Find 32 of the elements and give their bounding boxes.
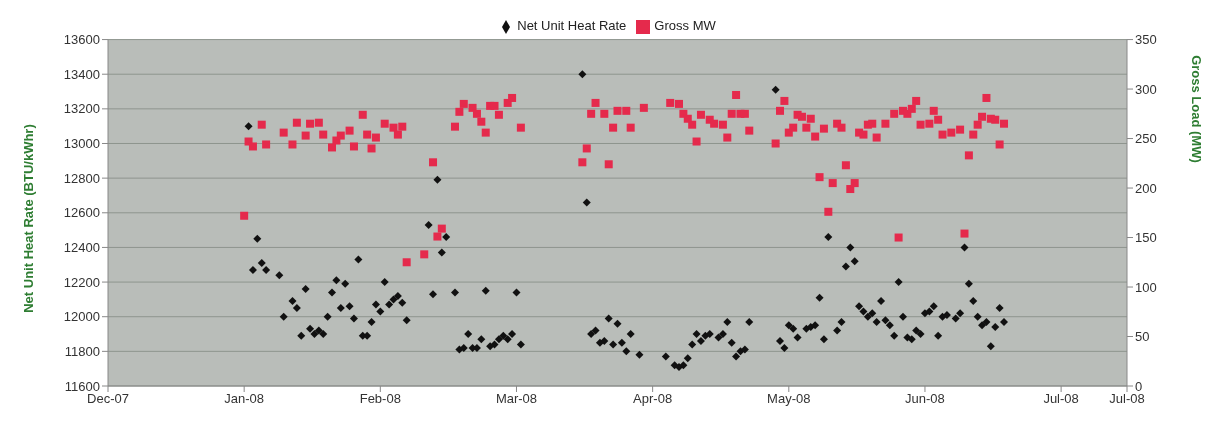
y2-tick-label: 50: [1135, 329, 1150, 345]
y2-axis-title: Gross Load (MW): [1189, 55, 1205, 163]
y-tick-label: 12800: [63, 170, 100, 186]
x-tick-label: Feb-08: [359, 391, 401, 407]
y-tick-label: 11600: [64, 378, 100, 394]
y-tick-label: 12600: [63, 205, 100, 221]
x-tick-label: Dec-07: [87, 391, 129, 407]
y-tick-label: 13600: [63, 32, 100, 48]
y2-tick-label: 300: [1135, 81, 1157, 97]
y-tick-label: 11800: [64, 343, 100, 359]
x-tick-label: Jul-08: [1043, 391, 1079, 407]
legend-label: Net Unit Heat Rate: [517, 18, 627, 33]
legend-label: Gross MW: [654, 18, 716, 33]
x-tick-label: Apr-08: [633, 391, 673, 407]
y-tick-label: 13200: [63, 101, 100, 117]
y2-tick-label: 200: [1135, 180, 1157, 196]
y-tick-label: 12200: [63, 274, 100, 290]
y-axis-title: Net Unit Heat Rate (BTU/kWhr): [20, 124, 36, 313]
x-tick-label: Jun-08: [905, 391, 945, 407]
y2-tick-label: 0: [1135, 378, 1143, 394]
y-tick-label: 12000: [63, 309, 100, 325]
y-tick-label: 13400: [63, 66, 100, 82]
x-tick-label: Jul-08: [1109, 391, 1145, 407]
x-tick-label: May-08: [767, 391, 811, 407]
y2-tick-label: 350: [1135, 32, 1157, 48]
y2-tick-label: 250: [1135, 131, 1157, 147]
y2-tick-label: 100: [1135, 279, 1157, 295]
y-tick-label: 12400: [63, 240, 100, 256]
x-tick-label: Jan-08: [224, 391, 265, 407]
y2-tick-label: 150: [1135, 230, 1157, 246]
x-tick-label: Mar-08: [495, 391, 538, 407]
y-tick-label: 13000: [63, 136, 100, 152]
